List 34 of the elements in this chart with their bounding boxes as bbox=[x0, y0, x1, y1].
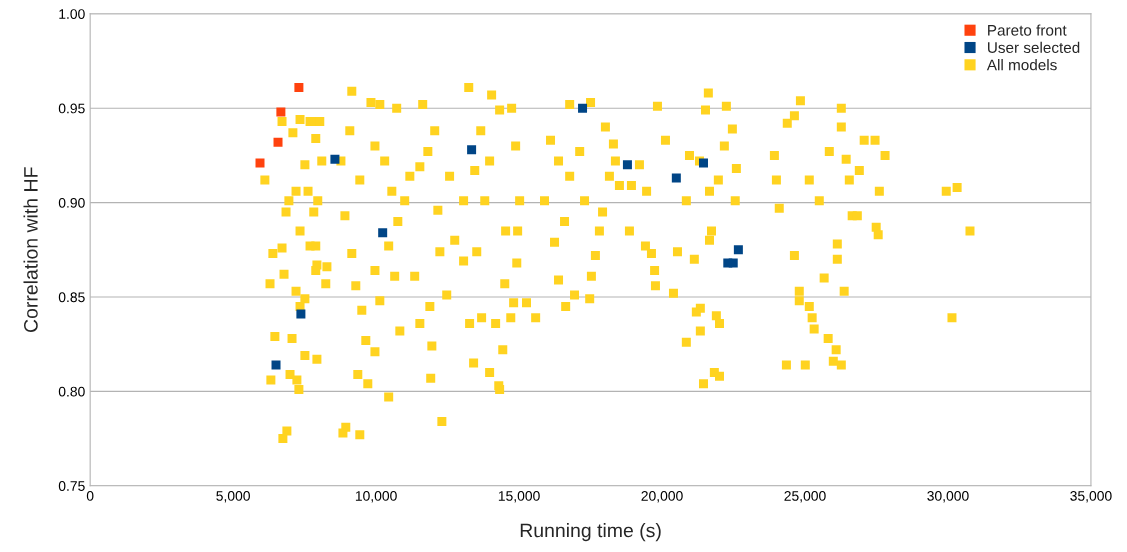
point bbox=[698, 158, 708, 168]
x-tick-label: 15,000 bbox=[498, 490, 540, 503]
point bbox=[578, 103, 588, 113]
x-tick-label: 25,000 bbox=[784, 490, 826, 503]
point bbox=[671, 173, 681, 183]
point bbox=[378, 228, 388, 238]
point bbox=[733, 245, 743, 255]
point bbox=[296, 309, 306, 319]
y-tick-label: 0.90 bbox=[58, 197, 85, 208]
y-tick-label: 1.00 bbox=[59, 9, 85, 19]
point bbox=[255, 158, 265, 168]
legend-label: User selected bbox=[988, 41, 1080, 54]
point bbox=[276, 107, 286, 117]
point bbox=[622, 160, 632, 170]
point bbox=[294, 82, 304, 92]
y-tick-label: 0.95 bbox=[58, 103, 85, 114]
point bbox=[273, 137, 283, 147]
x-axis-title: Running time (s) bbox=[520, 523, 661, 542]
point bbox=[728, 258, 738, 268]
x-tick-label: 10,000 bbox=[355, 490, 397, 503]
x-tick-label: 5,000 bbox=[216, 490, 250, 503]
point bbox=[271, 360, 281, 370]
x-tick-label: 0 bbox=[86, 490, 94, 501]
y-axis-title: Correlation with HF bbox=[23, 167, 38, 332]
x-tick-label: 35,000 bbox=[1070, 490, 1112, 503]
legend-label: All models bbox=[986, 59, 1057, 71]
point bbox=[330, 154, 340, 164]
x-tick-label: 20,000 bbox=[641, 490, 683, 503]
point bbox=[467, 145, 477, 155]
y-tick-label: 0.75 bbox=[58, 481, 85, 491]
y-tick-label: 0.80 bbox=[58, 386, 85, 397]
legend-label: Pareto front bbox=[988, 24, 1067, 36]
y-tick-label: 0.85 bbox=[58, 292, 85, 303]
x-tick-label: 30,000 bbox=[927, 490, 969, 503]
